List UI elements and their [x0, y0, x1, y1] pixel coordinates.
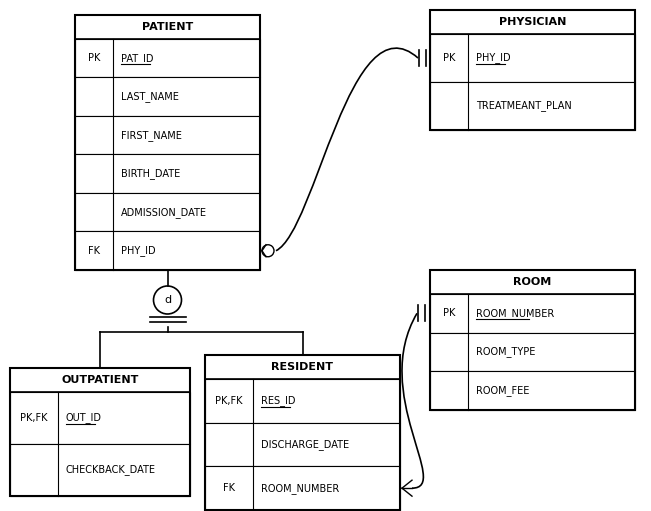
Bar	[75, 78, 260, 116]
Bar	[75, 15, 260, 39]
Bar	[205, 423, 400, 467]
Bar	[430, 10, 635, 130]
Text: DISCHARGE_DATE: DISCHARGE_DATE	[261, 439, 349, 450]
Text: ROOM_NUMBER: ROOM_NUMBER	[261, 483, 339, 494]
Bar	[75, 15, 260, 270]
Text: PK: PK	[443, 308, 455, 318]
Text: PAT_ID: PAT_ID	[121, 53, 154, 64]
Bar	[75, 154, 260, 193]
Bar	[205, 379, 400, 423]
Bar	[10, 392, 190, 444]
Bar	[205, 355, 400, 379]
Bar	[75, 193, 260, 231]
Bar	[430, 333, 635, 371]
Bar	[430, 270, 635, 410]
Bar	[430, 294, 635, 333]
Text: PK,FK: PK,FK	[20, 413, 48, 423]
Text: ROOM_TYPE: ROOM_TYPE	[476, 346, 535, 358]
Text: RESIDENT: RESIDENT	[271, 362, 333, 372]
Bar	[10, 368, 190, 496]
Text: CHECKBACK_DATE: CHECKBACK_DATE	[66, 464, 156, 475]
Text: TREATMEANT_PLAN: TREATMEANT_PLAN	[476, 101, 572, 111]
Text: ROOM: ROOM	[514, 277, 551, 287]
Bar	[430, 82, 635, 130]
Text: OUT_ID: OUT_ID	[66, 412, 102, 424]
Bar	[430, 10, 635, 34]
Text: PATIENT: PATIENT	[142, 22, 193, 32]
Text: ROOM_FEE: ROOM_FEE	[476, 385, 529, 396]
Bar	[430, 270, 635, 294]
Bar	[205, 355, 400, 510]
Text: FIRST_NAME: FIRST_NAME	[121, 130, 182, 141]
Text: OUTPATIENT: OUTPATIENT	[61, 375, 139, 385]
Text: FK: FK	[88, 246, 100, 256]
Bar	[10, 368, 190, 392]
Bar	[205, 467, 400, 510]
Text: PK: PK	[443, 53, 455, 63]
Text: LAST_NAME: LAST_NAME	[121, 91, 179, 102]
Bar	[430, 371, 635, 410]
Bar	[430, 34, 635, 82]
Text: PK: PK	[88, 53, 100, 63]
Bar	[75, 116, 260, 154]
Text: d: d	[164, 295, 171, 305]
Text: ADMISSION_DATE: ADMISSION_DATE	[121, 207, 207, 218]
Text: BIRTH_DATE: BIRTH_DATE	[121, 168, 180, 179]
Bar	[75, 39, 260, 78]
Text: PHY_ID: PHY_ID	[121, 245, 156, 256]
Text: PHY_ID: PHY_ID	[476, 53, 510, 63]
Text: PHYSICIAN: PHYSICIAN	[499, 17, 566, 27]
Text: RES_ID: RES_ID	[261, 396, 296, 406]
Text: FK: FK	[223, 483, 235, 493]
Text: ROOM_NUMBER: ROOM_NUMBER	[476, 308, 554, 319]
Text: PK,FK: PK,FK	[215, 396, 243, 406]
Bar	[75, 231, 260, 270]
Bar	[10, 444, 190, 496]
